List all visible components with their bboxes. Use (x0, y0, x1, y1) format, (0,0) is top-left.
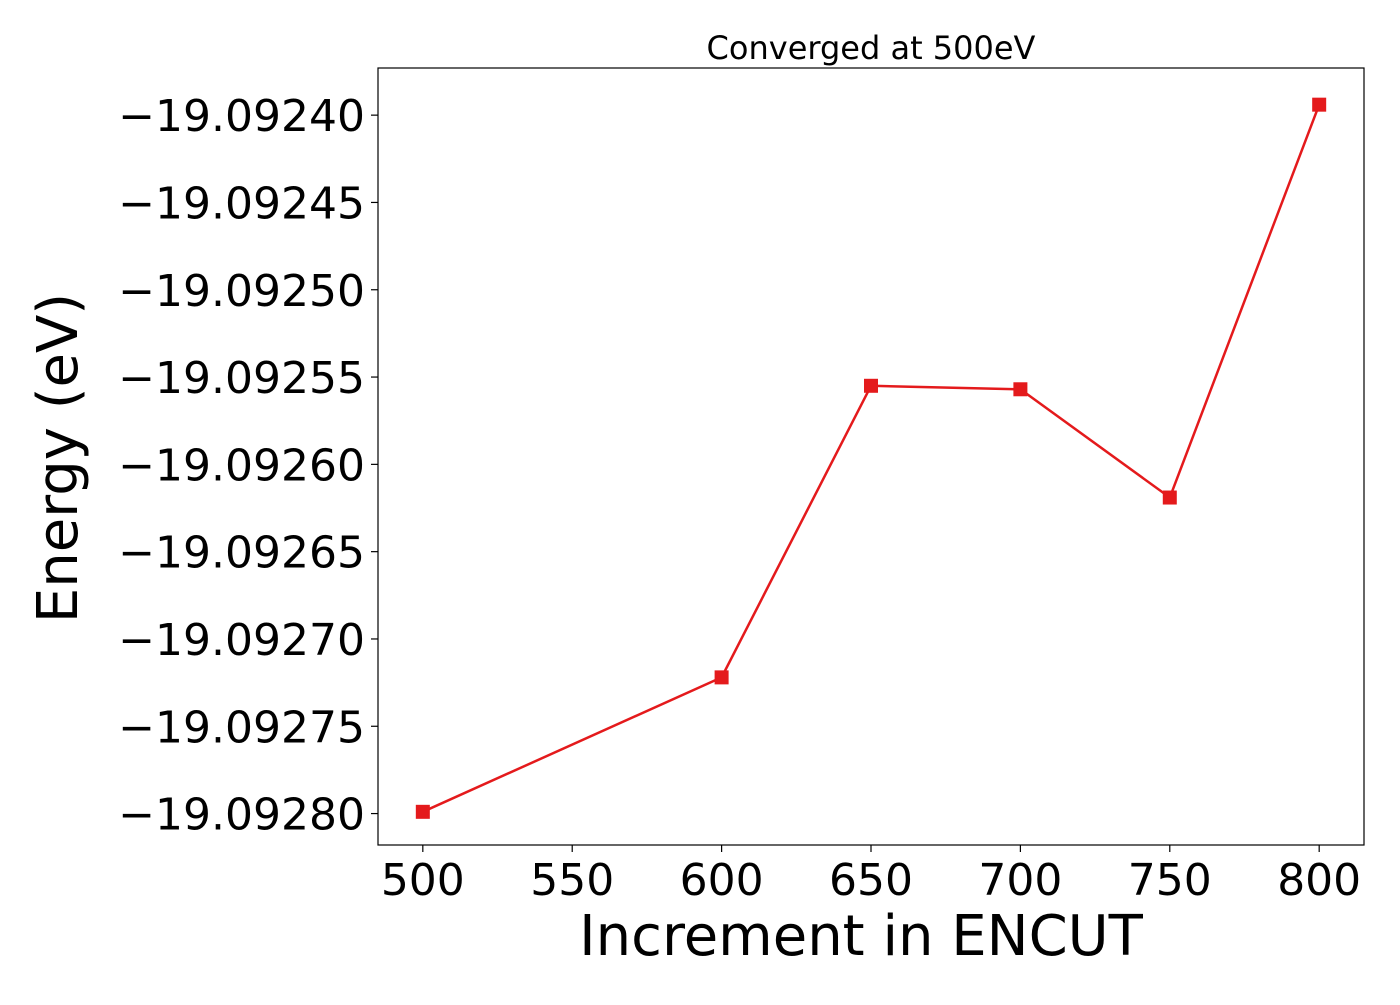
y-axis-label: Energy (eV) (26, 293, 91, 623)
data-point-marker (1013, 382, 1028, 397)
x-tick-label: 700 (978, 855, 1062, 906)
data-point-marker (1312, 97, 1327, 112)
x-tick-label: 600 (680, 855, 764, 906)
data-point-marker (1162, 490, 1177, 505)
x-tick-label: 500 (381, 855, 465, 906)
x-tick-label: 550 (530, 855, 614, 906)
y-tick-label: −19.09245 (118, 178, 365, 229)
y-tick-label: −19.09255 (118, 353, 365, 404)
y-tick-label: −19.09250 (118, 266, 365, 317)
data-point-marker (714, 670, 729, 685)
y-tick-label: −19.09240 (118, 91, 365, 142)
y-tick-label: −19.09280 (118, 790, 365, 841)
y-tick-label: −19.09270 (118, 615, 365, 666)
data-point-marker (415, 804, 430, 819)
plot-area-background (378, 68, 1364, 845)
chart-title: Converged at 500eV (707, 29, 1036, 67)
x-tick-label: 650 (829, 855, 913, 906)
plot-frame (377, 67, 1365, 846)
data-series (415, 97, 1327, 819)
y-tick-label: −19.09265 (118, 528, 365, 579)
x-tick-label: 800 (1277, 855, 1361, 906)
series-line (422, 104, 1321, 813)
y-tick-label: −19.09275 (118, 702, 365, 753)
y-tick-label: −19.09260 (118, 440, 365, 491)
data-point-marker (864, 378, 878, 393)
x-axis-label: Increment in ENCUT (579, 904, 1144, 969)
x-axis-ticks: 500 550 600 650 700 750 800 (381, 845, 1361, 906)
y-axis-ticks: −19.09240 −19.09245 −19.09250 −19.09255 −19.… (118, 91, 378, 841)
x-tick-label: 750 (1128, 855, 1212, 906)
